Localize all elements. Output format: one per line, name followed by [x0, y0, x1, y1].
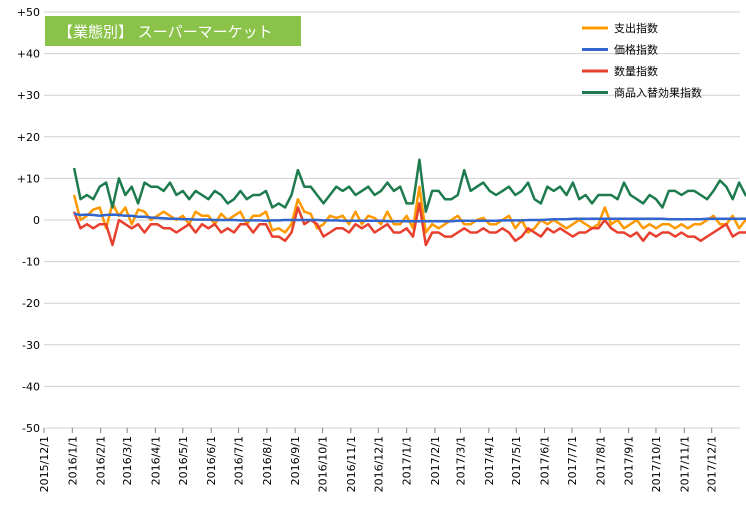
title-background [45, 16, 301, 46]
y-tick-label: -20 [22, 297, 40, 310]
x-tick-label: 2016/3/1 [121, 436, 134, 485]
y-tick-label: -40 [22, 380, 40, 393]
x-tick-label: 2017/8/1 [594, 436, 607, 485]
y-tick-label: -50 [22, 422, 40, 435]
series-line-0 [72, 185, 746, 234]
series-line-3 [72, 158, 746, 213]
y-tick-label: +20 [17, 131, 40, 144]
x-tick-label: 2017/6/1 [539, 436, 552, 485]
x-tick-label: 2016/10/1 [317, 436, 330, 492]
legend-label: 商品入替効果指数 [614, 86, 702, 100]
y-tick-label: +10 [17, 172, 40, 185]
legend-label: 数量指数 [614, 64, 658, 78]
x-tick-label: 2017/9/1 [623, 436, 636, 485]
x-tick-label: 2016/11/1 [345, 436, 358, 492]
series-line-1 [73, 212, 746, 223]
x-tick-label: 2015/12/1 [38, 436, 51, 492]
legend-label: 価格指数 [614, 43, 658, 57]
chart-title-box: 【業態別】 スーパーマーケット [45, 16, 301, 46]
x-tick-label: 2016/8/1 [261, 436, 274, 485]
y-tick-label: +40 [17, 48, 40, 61]
x-tick-label: 2016/6/1 [205, 436, 218, 485]
x-tick-label: 2017/11/1 [678, 436, 691, 492]
x-tick-label: 2017/7/1 [566, 436, 579, 485]
x-tick-label: 2017/1/1 [401, 436, 414, 485]
y-tick-label: +30 [17, 89, 40, 102]
x-tick-label: 2017/12/1 [706, 436, 719, 492]
x-tick-label: 2017/3/1 [455, 436, 468, 485]
x-tick-label: 2017/2/1 [429, 436, 442, 485]
series-line-2 [72, 202, 746, 247]
y-tick-label: +50 [17, 6, 40, 19]
x-tick-label: 2016/5/1 [177, 436, 190, 485]
x-tick-label: 2017/10/1 [650, 436, 663, 492]
x-tick-label: 2017/5/1 [510, 436, 523, 485]
y-tick-label: -10 [22, 256, 40, 269]
x-tick-label: 2016/7/1 [233, 436, 246, 485]
x-tick-label: 2016/12/1 [372, 436, 385, 492]
series-lines [72, 158, 746, 247]
y-axis: -50 -40 -30 -20 -10 0 +10 +20 +30 +40 +50 [17, 6, 40, 435]
x-tick-label: 2016/2/1 [95, 436, 108, 485]
x-tick-label: 2016/1/1 [66, 436, 79, 485]
x-tick-label: 2016/9/1 [289, 436, 302, 485]
x-axis: 2015/12/1 2016/1/1 2016/2/1 2016/3/1 2016/4/… [38, 428, 719, 492]
y-tick-label: -30 [22, 339, 40, 352]
x-tick-label: 2016/4/1 [149, 436, 162, 485]
y-tick-label: 0 [33, 214, 40, 227]
chart-title: 【業態別】 スーパーマーケット [58, 23, 273, 41]
legend-label: 支出指数 [614, 21, 658, 35]
x-tick-label: 2017/4/1 [483, 436, 496, 485]
